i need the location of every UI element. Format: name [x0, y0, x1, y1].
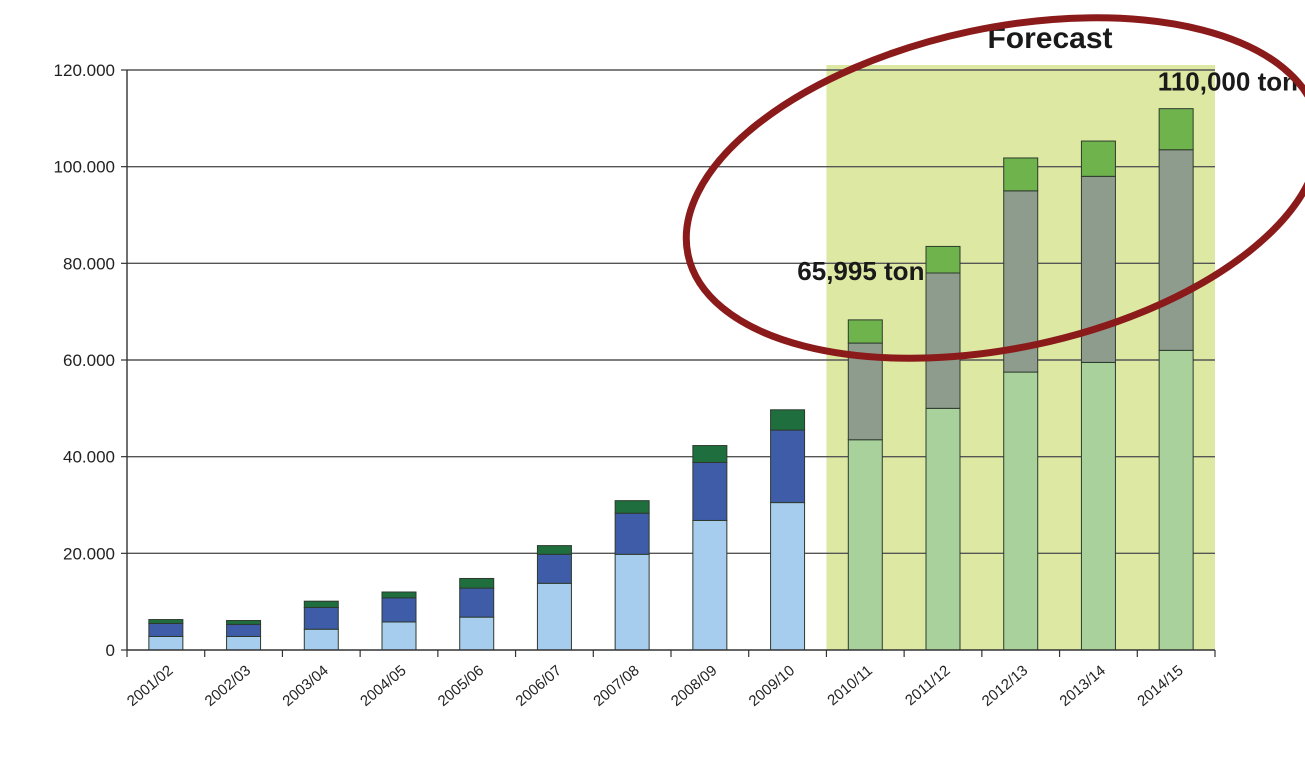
bar-segment	[847, 439, 883, 651]
x-tick-label: 2012/13	[979, 662, 1031, 710]
gridlines	[127, 69, 1215, 555]
bar-segment	[1080, 361, 1116, 651]
x-tick-label: 2014/15	[1134, 662, 1186, 710]
highlight-ellipse	[682, 14, 1305, 362]
bar-segment	[303, 628, 339, 651]
bar-segment	[847, 319, 883, 344]
bars	[148, 108, 1194, 651]
x-tick-label: 2005/06	[435, 662, 487, 710]
bar-segment	[381, 621, 417, 651]
bar-segment	[226, 623, 262, 637]
bar-segment	[1003, 157, 1039, 192]
bar-segment	[1158, 349, 1194, 651]
x-tick-label: 2007/08	[590, 662, 642, 710]
y-tick-label: 100.000	[54, 158, 115, 177]
x-tick-label: 2004/05	[357, 662, 409, 710]
bar-segment	[303, 606, 339, 630]
value-annotation: 65,995 ton	[797, 256, 924, 286]
bar-segment	[303, 600, 339, 608]
bar-segment	[614, 553, 650, 651]
bar-segment	[614, 500, 650, 514]
bar-segment	[925, 272, 961, 409]
bar-segment	[692, 519, 728, 651]
bar-segment	[226, 620, 262, 625]
bar-segment	[1080, 140, 1116, 177]
bar-segment	[459, 577, 495, 589]
bar-segment	[770, 502, 806, 651]
y-tick-label: 60.000	[63, 351, 115, 370]
bar-segment	[692, 445, 728, 463]
bar-segment	[925, 245, 961, 274]
bar-segment	[459, 616, 495, 651]
bar-segment	[148, 635, 184, 651]
bar-segment	[770, 409, 806, 431]
x-tick-labels: 2001/02 2002/03 2003/04 2004/05 2005/06 2006/…	[124, 662, 1187, 710]
y-tick-label: 0	[106, 641, 115, 660]
bar-segment	[536, 545, 572, 555]
x-tick-label: 2013/14	[1057, 662, 1109, 710]
x-tick-label: 2009/10	[746, 662, 798, 710]
axes	[121, 69, 1216, 657]
bar-segment	[148, 619, 184, 624]
bar-segment	[226, 635, 262, 651]
x-tick-label: 2011/12	[902, 662, 954, 709]
y-tick-label: 20.000	[63, 544, 115, 563]
bar-segment	[148, 622, 184, 637]
bar-segment	[459, 587, 495, 618]
bar-segment	[381, 597, 417, 623]
value-annotation: 110,000 ton	[1158, 67, 1298, 97]
bar-segment	[925, 407, 961, 651]
x-tick-label: 2006/07	[513, 662, 565, 710]
bar-segment	[614, 512, 650, 555]
x-tick-label: 2010/11	[824, 662, 876, 709]
x-tick-label: 2002/03	[202, 662, 254, 710]
bar-segment	[1158, 108, 1194, 151]
bar-segment	[692, 461, 728, 521]
x-tick-label: 2001/02	[124, 662, 176, 710]
bar-segment	[770, 429, 806, 504]
y-tick-label: 80.000	[63, 254, 115, 273]
bar-segment	[536, 553, 572, 584]
bar-segment	[536, 582, 572, 651]
annotations: 65,995 ton 110,000 ton	[797, 67, 1298, 286]
y-tick-label: 40.000	[63, 448, 115, 467]
bar-segment	[381, 591, 417, 599]
y-tick-label: 120.000	[54, 61, 115, 80]
bar-segment	[1003, 371, 1039, 651]
x-tick-label: 2008/09	[668, 662, 720, 710]
y-tick-labels: 0 20.000 40.000 60.000 80.000 100.000 120.000	[54, 61, 115, 660]
x-tick-label: 2003/04	[279, 662, 331, 710]
bar-segment	[1158, 149, 1194, 351]
